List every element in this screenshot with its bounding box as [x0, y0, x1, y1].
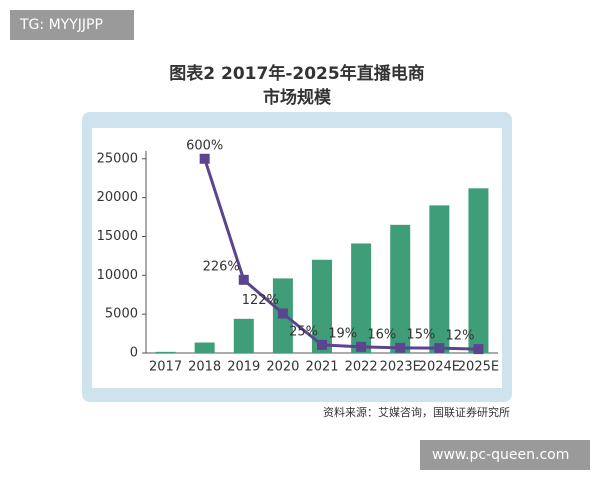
point — [356, 341, 367, 352]
data-label: 12% — [446, 329, 475, 344]
y-tick-label: 25000 — [97, 151, 138, 166]
x-tick-label: 2018 — [188, 360, 221, 375]
y-tick-label: 0 — [130, 346, 138, 361]
data-label: 15% — [406, 328, 435, 343]
data-label: 122% — [242, 293, 279, 308]
data-label: 19% — [328, 326, 357, 341]
watermark-box — [10, 10, 134, 40]
bar — [155, 351, 176, 353]
chart-title: 图表2 2017年-2025年直播电商 — [169, 63, 424, 84]
y-tick-label: 10000 — [97, 268, 138, 283]
bar — [390, 224, 411, 353]
point — [434, 343, 445, 354]
y-tick-label: 20000 — [97, 190, 138, 205]
line — [203, 158, 479, 351]
data-label: 25% — [289, 324, 318, 339]
x-tick-label: 2021 — [305, 360, 338, 375]
x-tick-label: 2024E — [419, 360, 460, 375]
watermark: www.pc-queen.com — [432, 447, 569, 463]
point — [317, 339, 327, 350]
bar — [312, 259, 332, 353]
x-tick-label: 2023E — [380, 360, 421, 375]
data-label: 16% — [367, 327, 396, 342]
x-tick-label: 2022 — [345, 360, 378, 375]
data-label: 600% — [186, 138, 223, 153]
watermark: TG: MYYJJPP — [19, 17, 103, 33]
x-tick-label: 2019 — [227, 360, 260, 375]
source: 资料来源：艾媒咨询，国联证券研究所 — [323, 405, 510, 419]
data-label: 226% — [203, 259, 240, 274]
point — [277, 308, 288, 319]
y-tick-label: 15000 — [97, 229, 138, 244]
point — [473, 344, 484, 355]
bar — [351, 243, 372, 353]
bar — [233, 318, 254, 353]
bar — [194, 342, 215, 353]
x-tick-label: 2025E — [458, 360, 499, 375]
x-tick-label: 2017 — [149, 360, 182, 375]
point — [395, 342, 406, 353]
x-tick-label: 2020 — [266, 360, 299, 375]
point — [199, 153, 210, 164]
y-tick-label: 5000 — [105, 307, 138, 322]
point — [238, 274, 249, 285]
watermark-box — [420, 440, 590, 470]
chart-subtitle: 市场规模 — [263, 87, 332, 108]
bar — [468, 188, 489, 353]
bar — [429, 205, 450, 353]
